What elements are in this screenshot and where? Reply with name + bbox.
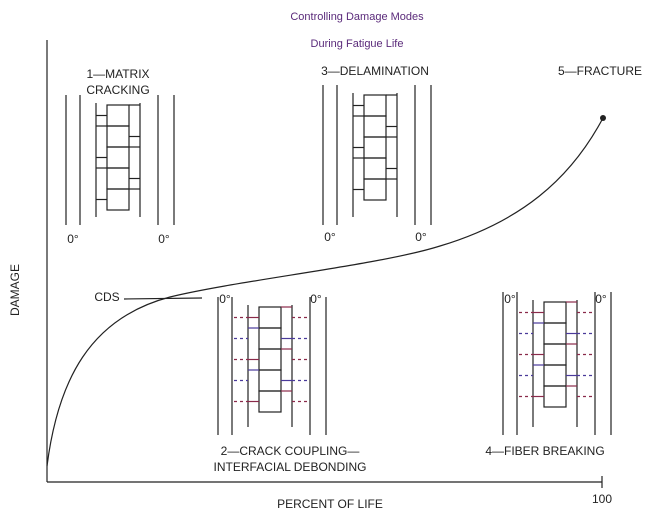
ply-angle: 0° <box>324 230 336 244</box>
cell <box>259 370 281 391</box>
x-axis-label: PERCENT OF LIFE <box>277 497 383 511</box>
ply-angle: 0° <box>219 292 231 306</box>
ply-angle: 0° <box>158 232 170 246</box>
cell <box>364 95 386 116</box>
cell <box>364 158 386 179</box>
cell <box>364 137 386 158</box>
ply-angle: 0° <box>415 230 427 244</box>
x-end-label: 100 <box>592 492 612 506</box>
y-axis-label: DAMAGE <box>8 264 22 316</box>
title-line: During Fatigue Life <box>311 38 404 50</box>
ply-angle: 0° <box>67 232 79 246</box>
cell <box>544 365 566 386</box>
cell <box>107 168 129 189</box>
cell <box>364 116 386 137</box>
cell <box>544 323 566 344</box>
cell <box>259 349 281 370</box>
fracture-point <box>600 115 606 121</box>
mode-label: INTERFACIAL DEBONDING <box>214 460 367 474</box>
ply-angle: 0° <box>595 292 607 306</box>
cell <box>107 147 129 168</box>
cell <box>364 179 386 200</box>
damage-curve <box>47 118 603 466</box>
cell <box>107 126 129 147</box>
ply-angle: 0° <box>504 292 516 306</box>
cell <box>544 344 566 365</box>
cds-label: CDS <box>94 290 119 304</box>
cell <box>107 189 129 210</box>
cell <box>259 328 281 349</box>
cell <box>544 386 566 407</box>
mode-label: CRACKING <box>86 83 149 97</box>
title-line: Controlling Damage Modes <box>290 11 424 23</box>
mode-label: 1—MATRIX <box>86 67 149 81</box>
cell <box>259 391 281 412</box>
mode-label: 5—FRACTURE <box>558 64 642 78</box>
mode-label: 4—FIBER BREAKING <box>485 444 604 458</box>
cell <box>544 302 566 323</box>
mode-label: 2—CRACK COUPLING— <box>221 444 360 458</box>
cell <box>107 105 129 126</box>
ply-angle: 0° <box>310 292 322 306</box>
mode-label: 3—DELAMINATION <box>321 64 429 78</box>
diagram: Controlling Damage Modes During Fatigue … <box>0 0 653 515</box>
cds-pointer <box>124 298 202 299</box>
cell <box>259 307 281 328</box>
